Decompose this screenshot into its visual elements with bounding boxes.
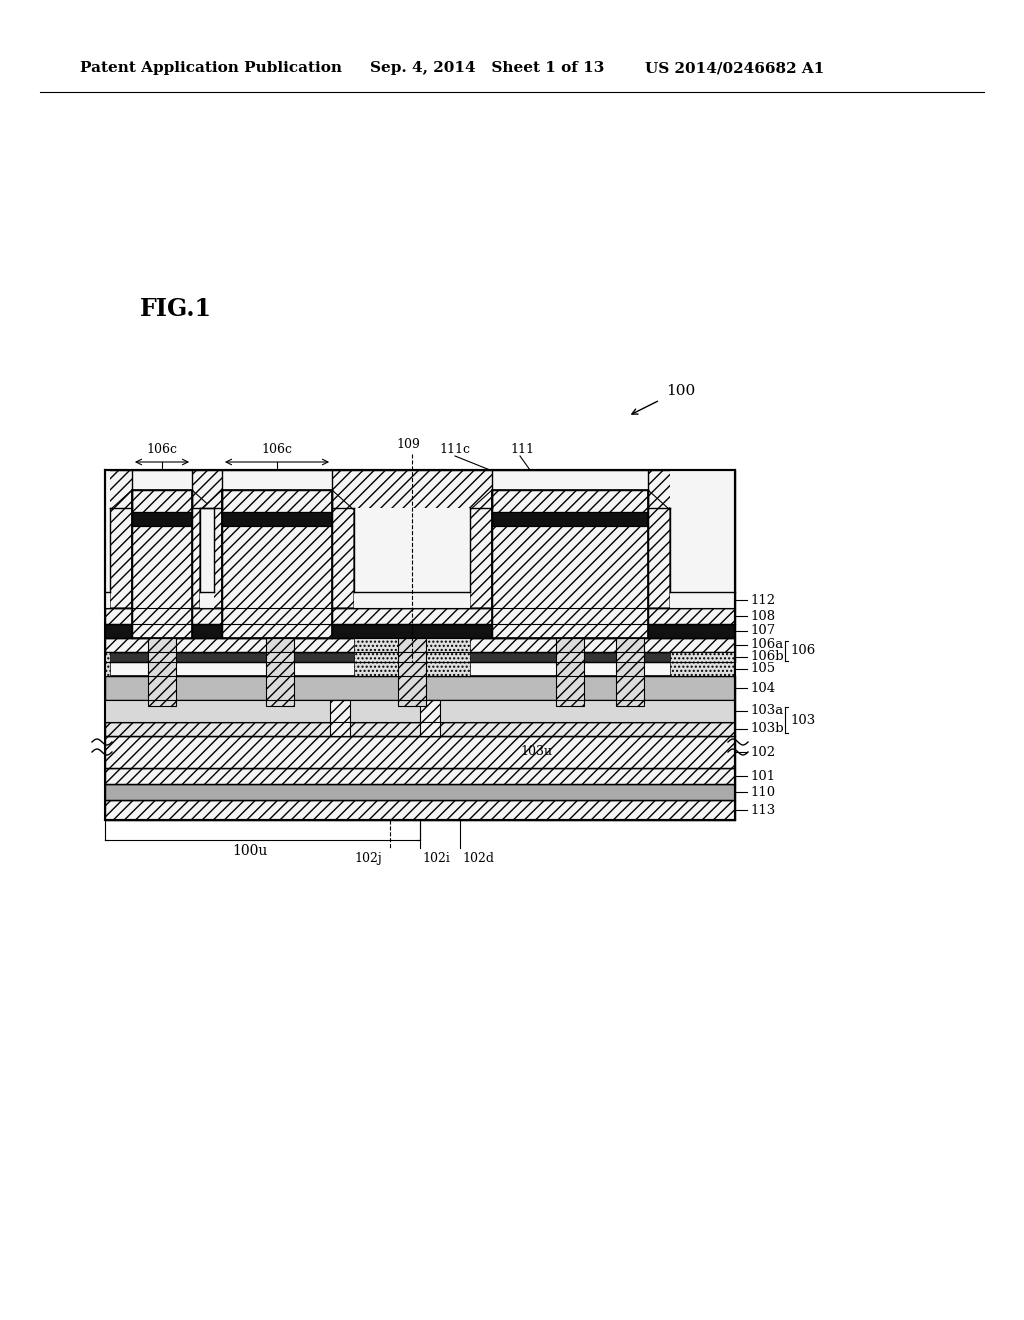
Polygon shape [193,490,214,609]
Bar [354,638,470,676]
Bar [222,512,332,525]
Polygon shape [332,490,354,609]
Bar [132,490,193,638]
Bar [222,490,332,638]
Text: Sep. 4, 2014   Sheet 1 of 13: Sep. 4, 2014 Sheet 1 of 13 [370,61,604,75]
Text: 112: 112 [750,594,775,606]
Text: FIG.1: FIG.1 [140,297,212,321]
Bar [132,525,193,638]
Bar [616,638,644,706]
Bar [105,470,735,820]
Bar [222,470,332,490]
Bar [492,525,648,638]
Bar [398,638,426,706]
Polygon shape [470,490,492,609]
Bar [105,784,735,800]
Bar [105,663,735,676]
Text: 107: 107 [750,624,775,638]
Bar [354,508,470,609]
Text: 106: 106 [790,644,815,657]
Bar [105,470,110,609]
Bar [492,490,648,638]
Text: 103u: 103u [520,744,552,758]
Text: 101: 101 [750,770,775,783]
Bar [105,652,735,663]
Text: 103b: 103b [750,722,783,735]
Bar [105,800,735,820]
Bar [105,624,735,638]
Text: 106c: 106c [146,444,177,455]
Bar [670,470,735,609]
Bar [148,638,176,706]
Text: 106c: 106c [261,444,293,455]
Text: 106b: 106b [750,651,783,664]
Bar [132,470,193,490]
Text: 113: 113 [750,804,775,817]
Text: 102d: 102d [462,851,494,865]
Bar [670,652,735,676]
Bar [420,700,440,737]
Bar [330,700,350,737]
Bar [132,512,193,525]
Text: 109: 109 [396,438,420,451]
Text: 102j: 102j [354,851,382,865]
Bar [222,490,332,638]
Text: 108: 108 [750,610,775,623]
Text: US 2014/0246682 A1: US 2014/0246682 A1 [645,61,824,75]
Bar [132,490,193,512]
Bar [556,638,584,706]
Bar [105,470,735,591]
Text: Patent Application Publication: Patent Application Publication [80,61,342,75]
Bar [132,490,193,638]
Bar [492,512,648,525]
Text: 105: 105 [750,663,775,676]
Bar [492,490,648,512]
Bar [105,768,735,784]
Text: 103a: 103a [750,705,783,718]
Text: 103: 103 [790,714,815,726]
Text: 111c: 111c [439,444,470,455]
Text: 106a: 106a [750,639,783,652]
Text: 102i: 102i [422,851,450,865]
Bar [492,490,648,638]
Text: 111: 111 [510,444,534,455]
Polygon shape [648,490,670,609]
Bar [105,676,735,700]
Bar [266,638,294,706]
Bar [105,722,735,737]
Text: 102: 102 [750,746,775,759]
Bar [200,508,214,609]
Bar [105,700,735,722]
Bar [105,591,735,609]
Text: 100: 100 [666,384,695,399]
Bar [105,700,340,719]
Bar [105,700,735,722]
Bar [105,609,735,624]
Bar [105,737,735,768]
Bar [492,470,648,490]
Text: 100u: 100u [232,843,267,858]
Text: 110: 110 [750,785,775,799]
Polygon shape [110,490,132,609]
Bar [222,525,332,638]
Bar [105,638,735,652]
Bar [222,490,332,512]
Text: 104: 104 [750,681,775,694]
Bar [105,652,110,676]
Polygon shape [200,490,222,609]
Bar [400,700,735,719]
